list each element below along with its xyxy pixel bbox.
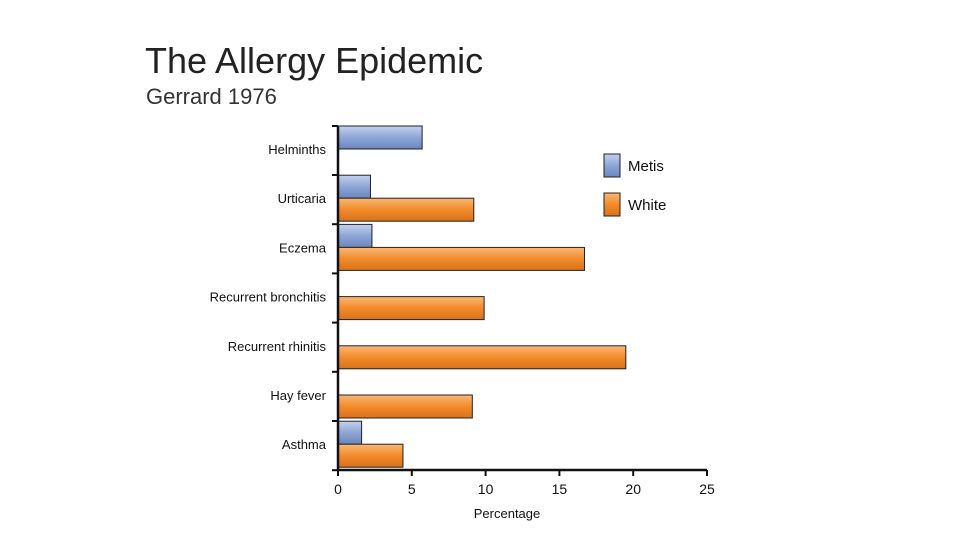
bar-white — [337, 246, 585, 271]
bar-white — [337, 296, 485, 321]
bar-white — [337, 394, 473, 419]
category-label: Helminths — [268, 142, 326, 157]
slide-title: The Allergy Epidemic — [145, 40, 484, 81]
bar-white — [337, 197, 475, 222]
category-label: Recurrent bronchitis — [210, 290, 327, 305]
labels-layer: Helminths Urticaria Eczema Recurrent bronch… — [210, 142, 715, 521]
bar-metis — [337, 174, 371, 199]
x-tick-label: 10 — [478, 481, 494, 497]
x-tick-label: 25 — [699, 481, 715, 497]
legend-label-metis: Metis — [628, 158, 664, 175]
category-label: Urticaria — [278, 191, 327, 206]
bar-white — [337, 345, 627, 370]
bars-layer — [337, 125, 627, 468]
bar-white — [337, 443, 404, 468]
category-label: Recurrent rhinitis — [228, 339, 327, 354]
legend-label-white: White — [628, 197, 666, 214]
category-label: Asthma — [282, 437, 327, 452]
legend-swatch-white — [603, 192, 621, 217]
x-tick-label: 0 — [334, 481, 342, 497]
bar-metis — [337, 125, 423, 150]
x-tick-label: 5 — [408, 481, 416, 497]
axes-layer — [332, 125, 708, 476]
legend: Metis White — [603, 153, 666, 217]
x-tick-label: 15 — [552, 481, 568, 497]
bar-metis — [337, 223, 373, 248]
x-tick-label: 20 — [625, 481, 641, 497]
legend-swatch-metis — [603, 153, 621, 178]
category-label: Hay fever — [270, 388, 326, 403]
bar-metis — [337, 420, 363, 445]
x-axis-title: Percentage — [474, 506, 541, 521]
slide-subtitle: Gerrard 1976 — [146, 84, 277, 109]
category-label: Eczema — [279, 240, 327, 255]
